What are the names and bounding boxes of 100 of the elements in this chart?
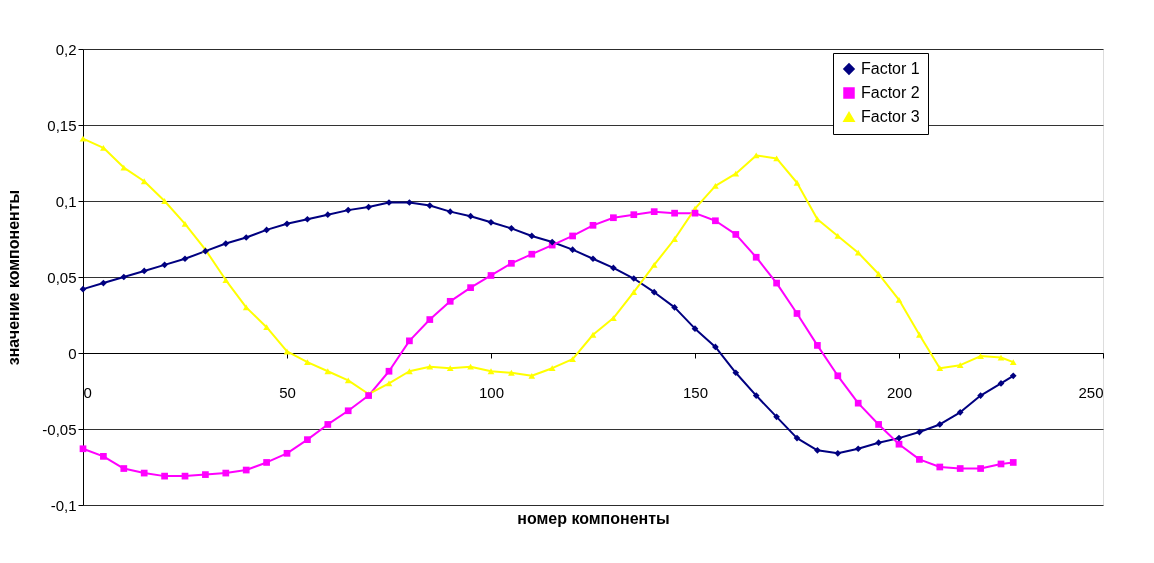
y-tick-label: 0,1 bbox=[55, 192, 77, 210]
point bbox=[752, 392, 760, 399]
point bbox=[385, 367, 393, 375]
point bbox=[446, 297, 454, 305]
point bbox=[1009, 372, 1017, 380]
point bbox=[283, 449, 291, 457]
point bbox=[691, 209, 699, 217]
x-tick-label: 100 bbox=[478, 383, 505, 401]
point bbox=[589, 221, 597, 229]
point bbox=[956, 465, 964, 472]
point bbox=[875, 271, 882, 277]
point bbox=[140, 469, 148, 477]
point bbox=[610, 214, 617, 222]
point bbox=[854, 399, 862, 407]
point bbox=[344, 206, 352, 214]
point bbox=[773, 279, 780, 287]
point bbox=[140, 267, 148, 275]
point bbox=[79, 135, 87, 142]
point bbox=[528, 250, 536, 258]
x-tick-label: 50 bbox=[279, 383, 296, 401]
y-tick-label: -0,1 bbox=[50, 496, 77, 514]
point bbox=[916, 331, 923, 338]
point bbox=[610, 315, 617, 321]
point bbox=[140, 178, 148, 185]
point bbox=[222, 277, 230, 283]
point bbox=[589, 331, 597, 338]
point bbox=[181, 255, 189, 263]
point bbox=[324, 368, 332, 375]
point bbox=[528, 232, 536, 240]
point bbox=[222, 469, 230, 477]
point bbox=[834, 372, 842, 380]
point bbox=[936, 365, 944, 372]
point bbox=[854, 249, 862, 256]
legend-label: Factor 2 bbox=[861, 84, 920, 101]
point bbox=[100, 279, 107, 287]
point bbox=[467, 363, 474, 370]
point bbox=[304, 436, 311, 443]
point bbox=[814, 216, 821, 223]
point bbox=[100, 453, 107, 460]
point bbox=[650, 288, 658, 296]
point bbox=[222, 240, 230, 247]
point bbox=[977, 392, 984, 399]
point bbox=[793, 434, 801, 442]
point bbox=[936, 463, 944, 471]
point bbox=[263, 324, 270, 331]
point bbox=[120, 465, 128, 472]
y-tick-label: 0,15 bbox=[47, 116, 77, 134]
point bbox=[814, 446, 821, 454]
point bbox=[650, 261, 658, 268]
point bbox=[671, 304, 678, 311]
point bbox=[304, 359, 311, 366]
point bbox=[365, 203, 372, 211]
point bbox=[406, 368, 413, 375]
point bbox=[426, 363, 434, 370]
point bbox=[814, 342, 821, 349]
point bbox=[79, 285, 87, 293]
legend-label: Factor 3 bbox=[861, 108, 920, 125]
point bbox=[161, 261, 168, 269]
point bbox=[793, 310, 801, 317]
point bbox=[650, 208, 658, 215]
y-tick-label: 0 bbox=[68, 344, 77, 362]
point bbox=[691, 325, 699, 333]
x-axis-title: номер компоненты bbox=[517, 509, 670, 527]
point bbox=[263, 226, 270, 234]
point bbox=[161, 198, 168, 204]
point bbox=[487, 368, 495, 375]
point bbox=[344, 377, 352, 384]
point bbox=[569, 246, 576, 253]
point bbox=[895, 296, 903, 303]
point bbox=[752, 253, 760, 261]
point bbox=[528, 372, 536, 379]
point bbox=[793, 179, 801, 186]
point bbox=[569, 232, 576, 240]
point bbox=[630, 211, 638, 219]
point bbox=[1009, 359, 1017, 366]
point bbox=[854, 445, 862, 453]
point bbox=[487, 218, 495, 226]
point bbox=[242, 466, 250, 474]
point bbox=[283, 220, 291, 228]
point bbox=[426, 316, 434, 323]
point bbox=[487, 272, 495, 279]
point bbox=[467, 212, 474, 220]
x-tick-label: 150 bbox=[682, 383, 709, 401]
point bbox=[446, 208, 454, 215]
point bbox=[956, 408, 964, 416]
point bbox=[161, 472, 168, 480]
y-tick-label: 0,2 bbox=[55, 40, 77, 58]
point bbox=[120, 273, 128, 281]
point bbox=[1009, 459, 1017, 466]
point bbox=[508, 225, 515, 232]
point bbox=[202, 471, 209, 478]
point bbox=[304, 215, 311, 223]
point bbox=[508, 369, 515, 376]
point bbox=[263, 459, 270, 466]
x-tick-label: 0 bbox=[83, 383, 92, 401]
point bbox=[446, 365, 454, 372]
point bbox=[406, 199, 413, 206]
point bbox=[712, 182, 719, 189]
point bbox=[610, 264, 617, 272]
point bbox=[712, 217, 719, 225]
